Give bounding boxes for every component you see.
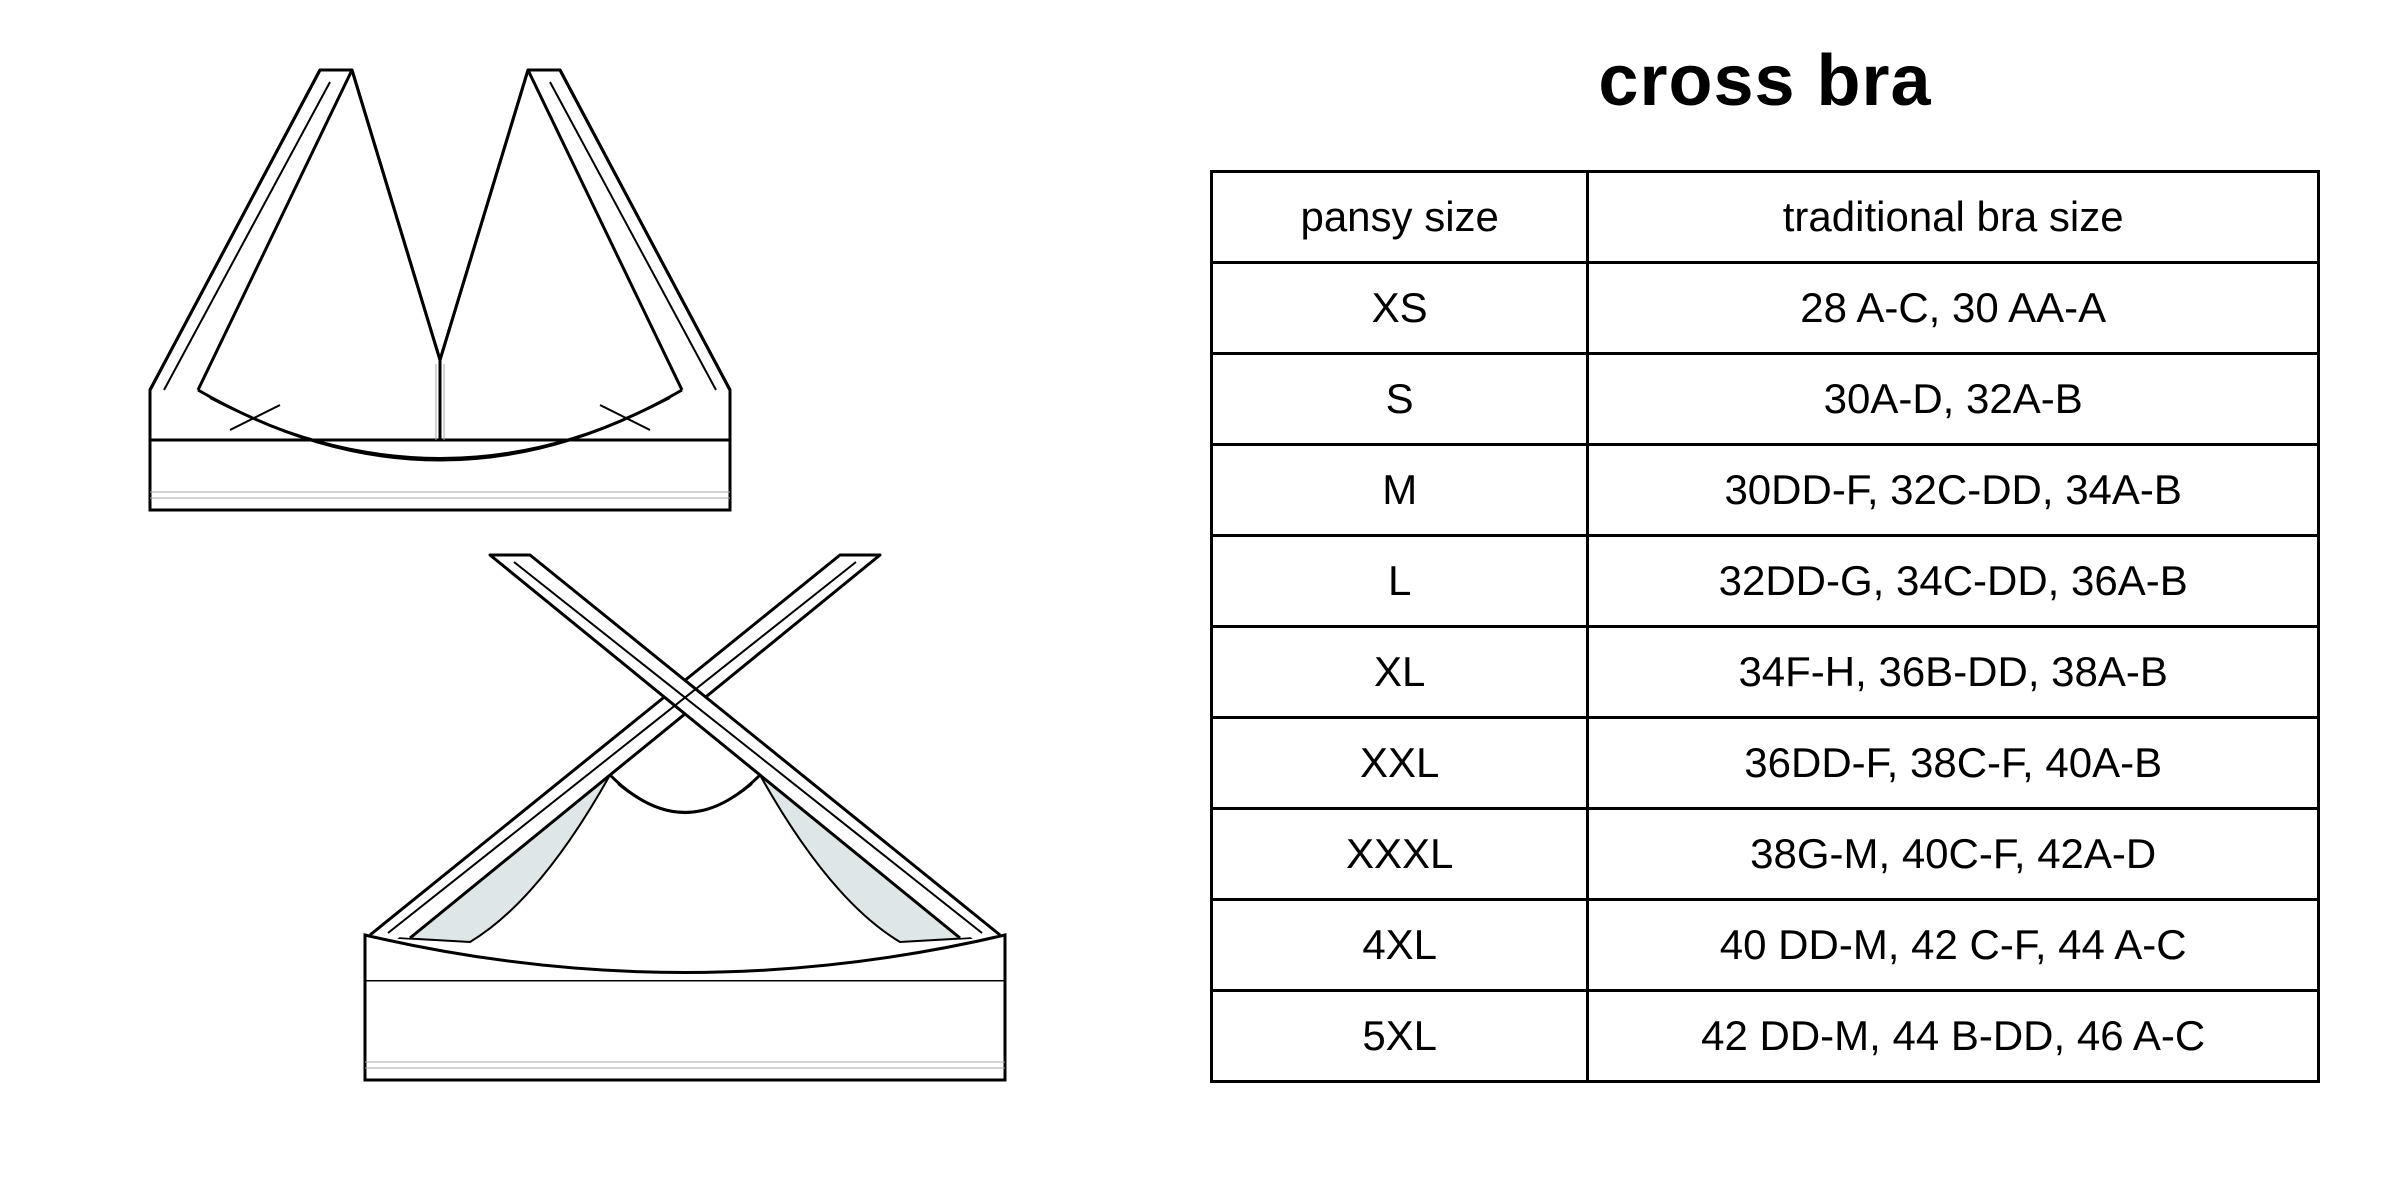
cell-pansy-size: M (1212, 445, 1588, 536)
product-title: cross bra (1210, 40, 2320, 122)
cell-trad-size: 30DD-F, 32C-DD, 34A-B (1588, 445, 2319, 536)
cell-trad-size: 40 DD-M, 42 C-F, 44 A-C (1588, 900, 2319, 991)
col-header-traditional-size: traditional bra size (1588, 172, 2319, 263)
cell-trad-size: 38G-M, 40C-F, 42A-D (1588, 809, 2319, 900)
cell-pansy-size: XXXL (1212, 809, 1588, 900)
cell-trad-size: 30A-D, 32A-B (1588, 354, 2319, 445)
bra-front-sketch (120, 60, 760, 530)
cell-pansy-size: XL (1212, 627, 1588, 718)
col-header-pansy-size: pansy size (1212, 172, 1588, 263)
table-row: S 30A-D, 32A-B (1212, 354, 2319, 445)
cell-pansy-size: L (1212, 536, 1588, 627)
right-panel: cross bra pansy size traditional bra siz… (1210, 40, 2320, 1083)
table-header-row: pansy size traditional bra size (1212, 172, 2319, 263)
cell-trad-size: 34F-H, 36B-DD, 38A-B (1588, 627, 2319, 718)
table-row: XXL 36DD-F, 38C-F, 40A-B (1212, 718, 2319, 809)
cell-trad-size: 36DD-F, 38C-F, 40A-B (1588, 718, 2319, 809)
cell-pansy-size: XXL (1212, 718, 1588, 809)
cell-pansy-size: 5XL (1212, 991, 1588, 1082)
cell-pansy-size: 4XL (1212, 900, 1588, 991)
cell-pansy-size: XS (1212, 263, 1588, 354)
table-row: 5XL 42 DD-M, 44 B-DD, 46 A-C (1212, 991, 2319, 1082)
page: cross bra pansy size traditional bra siz… (0, 0, 2400, 1200)
cell-trad-size: 28 A-C, 30 AA-A (1588, 263, 2319, 354)
table-row: XL 34F-H, 36B-DD, 38A-B (1212, 627, 2319, 718)
cell-trad-size: 32DD-G, 34C-DD, 36A-B (1588, 536, 2319, 627)
table-row: 4XL 40 DD-M, 42 C-F, 44 A-C (1212, 900, 2319, 991)
size-chart-table: pansy size traditional bra size XS 28 A-… (1210, 170, 2320, 1083)
bra-back-sketch (340, 540, 1030, 1100)
table-row: XS 28 A-C, 30 AA-A (1212, 263, 2319, 354)
table-row: L 32DD-G, 34C-DD, 36A-B (1212, 536, 2319, 627)
cell-pansy-size: S (1212, 354, 1588, 445)
table-row: XXXL 38G-M, 40C-F, 42A-D (1212, 809, 2319, 900)
table-row: M 30DD-F, 32C-DD, 34A-B (1212, 445, 2319, 536)
product-drawings (80, 60, 1130, 1140)
cell-trad-size: 42 DD-M, 44 B-DD, 46 A-C (1588, 991, 2319, 1082)
